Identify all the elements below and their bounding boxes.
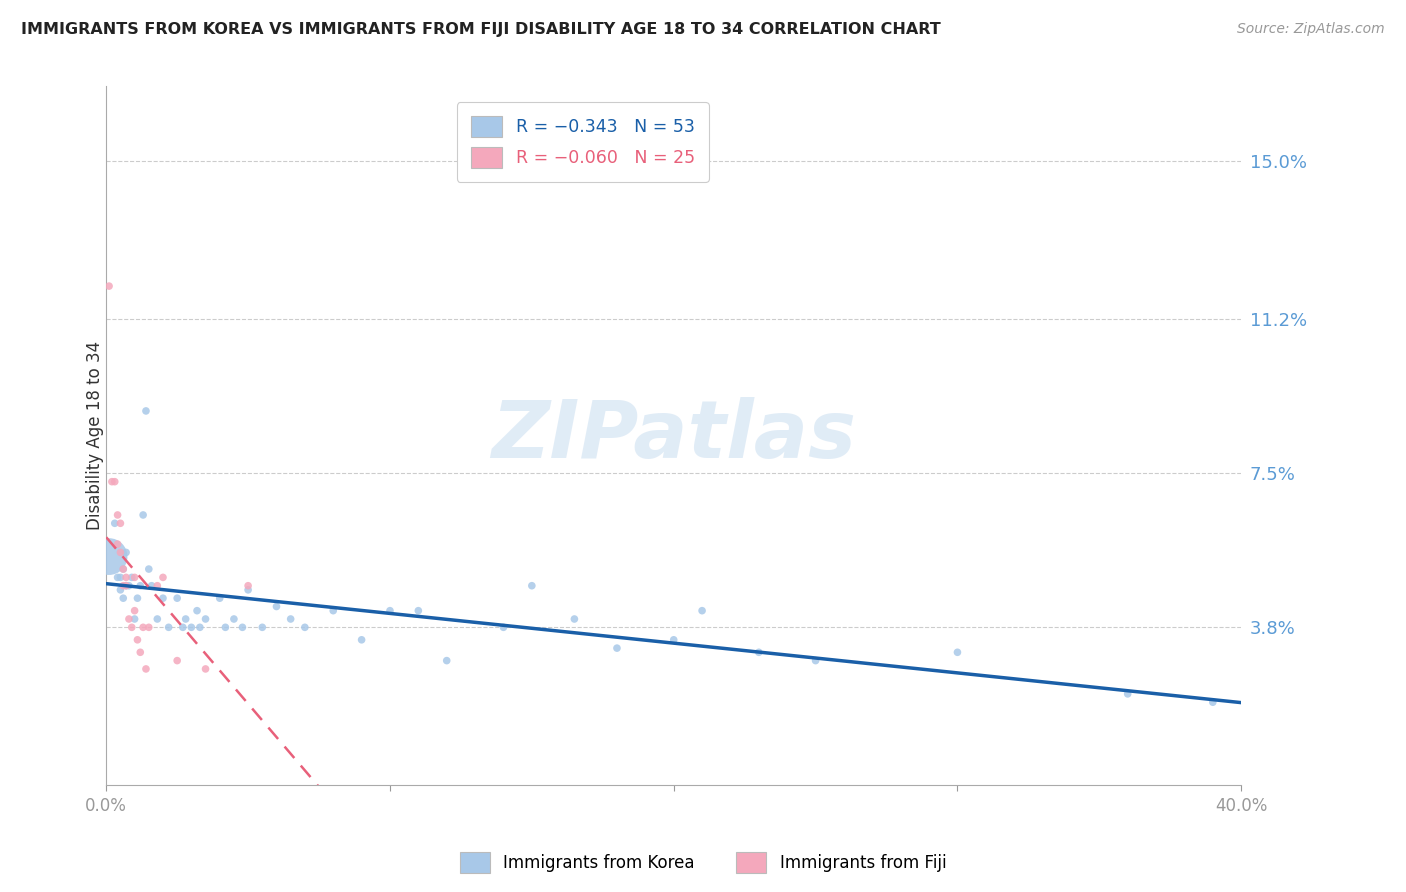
- Point: [804, 654, 827, 668]
- Point: [107, 508, 129, 522]
- Point: [124, 612, 146, 626]
- Point: [124, 570, 146, 584]
- Point: [378, 604, 401, 618]
- Point: [436, 654, 458, 668]
- Point: [492, 620, 515, 634]
- Point: [166, 654, 188, 668]
- Point: [172, 620, 194, 634]
- Point: [115, 579, 138, 593]
- Point: [174, 612, 197, 626]
- Point: [118, 579, 141, 593]
- Point: [110, 582, 132, 597]
- Point: [127, 632, 149, 647]
- Point: [121, 620, 143, 634]
- Point: [124, 604, 146, 618]
- Point: [127, 591, 149, 606]
- Point: [748, 645, 770, 659]
- Point: [146, 579, 169, 593]
- Point: [104, 475, 127, 489]
- Point: [157, 620, 180, 634]
- Point: [520, 579, 543, 593]
- Point: [186, 604, 208, 618]
- Point: [112, 579, 135, 593]
- Point: [350, 632, 373, 647]
- Point: [1116, 687, 1139, 701]
- Point: [146, 612, 169, 626]
- Text: Source: ZipAtlas.com: Source: ZipAtlas.com: [1237, 22, 1385, 37]
- Point: [101, 475, 124, 489]
- Text: ZIPatlas: ZIPatlas: [491, 397, 856, 475]
- Point: [110, 570, 132, 584]
- Point: [138, 562, 160, 576]
- Point: [152, 591, 174, 606]
- Point: [1202, 695, 1225, 709]
- Point: [132, 508, 155, 522]
- Point: [194, 612, 217, 626]
- Point: [194, 662, 217, 676]
- Point: [132, 620, 155, 634]
- Point: [129, 579, 152, 593]
- Point: [112, 591, 135, 606]
- Point: [280, 612, 302, 626]
- Point: [294, 620, 316, 634]
- Point: [252, 620, 274, 634]
- Point: [208, 591, 231, 606]
- Point: [946, 645, 969, 659]
- Point: [115, 545, 138, 559]
- Legend: R = −0.343   N = 53, R = −0.060   N = 25: R = −0.343 N = 53, R = −0.060 N = 25: [457, 102, 709, 182]
- Point: [115, 570, 138, 584]
- Point: [141, 579, 163, 593]
- Point: [231, 620, 253, 634]
- Point: [152, 570, 174, 584]
- Point: [138, 620, 160, 634]
- Point: [104, 516, 127, 531]
- Point: [690, 604, 713, 618]
- Point: [98, 549, 121, 564]
- Point: [564, 612, 586, 626]
- Point: [322, 604, 344, 618]
- Point: [662, 632, 685, 647]
- Point: [135, 404, 157, 418]
- Point: [107, 570, 129, 584]
- Point: [236, 582, 259, 597]
- Point: [110, 516, 132, 531]
- Point: [121, 570, 143, 584]
- Point: [110, 545, 132, 559]
- Point: [222, 612, 245, 626]
- Point: [188, 620, 211, 634]
- Point: [606, 641, 628, 656]
- Point: [180, 620, 202, 634]
- Point: [236, 579, 259, 593]
- Point: [112, 562, 135, 576]
- Point: [166, 591, 188, 606]
- Point: [112, 562, 135, 576]
- Point: [98, 279, 121, 293]
- Y-axis label: Disability Age 18 to 34: Disability Age 18 to 34: [86, 342, 104, 531]
- Point: [408, 604, 430, 618]
- Point: [214, 620, 236, 634]
- Legend: Immigrants from Korea, Immigrants from Fiji: Immigrants from Korea, Immigrants from F…: [453, 846, 953, 880]
- Point: [118, 612, 141, 626]
- Point: [266, 599, 288, 614]
- Point: [107, 537, 129, 551]
- Point: [115, 579, 138, 593]
- Text: IMMIGRANTS FROM KOREA VS IMMIGRANTS FROM FIJI DISABILITY AGE 18 TO 34 CORRELATIO: IMMIGRANTS FROM KOREA VS IMMIGRANTS FROM…: [21, 22, 941, 37]
- Point: [129, 645, 152, 659]
- Point: [135, 662, 157, 676]
